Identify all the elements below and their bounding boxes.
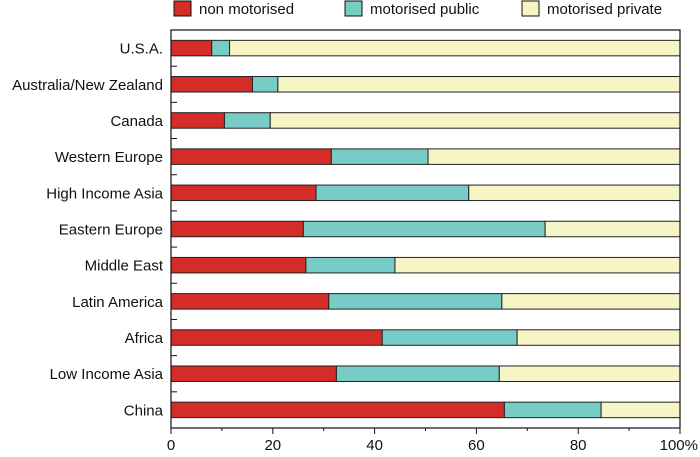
bar-low-income-asia-motorised-public bbox=[335, 365, 500, 382]
category-label-low-income-asia: Low Income Asia bbox=[50, 366, 164, 383]
x-tick-label: 0 bbox=[167, 437, 175, 452]
category-label-high-income-asia: High Income Asia bbox=[46, 185, 163, 202]
legend-label-motorised-public: motorised public bbox=[370, 1, 480, 18]
category-label-canada: Canada bbox=[110, 113, 163, 130]
bar-latin-america-non-motorised bbox=[170, 293, 330, 310]
bar-canada-motorised-private bbox=[269, 112, 681, 129]
bar-middle-east-non-motorised bbox=[170, 256, 307, 274]
category-label-u-s-a: U.S.A. bbox=[120, 41, 163, 58]
category-label-western-europe: Western Europe bbox=[55, 149, 163, 166]
bar-u-s-a-motorised-public bbox=[211, 39, 231, 57]
bars bbox=[170, 39, 681, 419]
legend-swatch-motorised-private bbox=[521, 0, 540, 17]
category-label-africa: Africa bbox=[125, 330, 164, 347]
legend-swatch-motorised-public bbox=[344, 0, 363, 17]
category-label-australia-new-zealand: Australia/New Zealand bbox=[12, 77, 163, 94]
bar-africa-motorised-private bbox=[516, 329, 681, 346]
category-label-china: China bbox=[124, 402, 164, 419]
bar-u-s-a-non-motorised bbox=[170, 39, 213, 57]
bar-western-europe-non-motorised bbox=[170, 148, 332, 165]
bar-china-non-motorised bbox=[170, 401, 505, 419]
x-tick-label: 60 bbox=[468, 437, 485, 452]
legend-swatch-non-motorised bbox=[173, 0, 192, 17]
bar-high-income-asia-motorised-private bbox=[468, 184, 681, 202]
bar-middle-east-motorised-private bbox=[394, 256, 681, 274]
bar-canada-motorised-public bbox=[223, 112, 271, 129]
bar-australia-new-zealand-motorised-private bbox=[277, 76, 681, 93]
bar-u-s-a-motorised-private bbox=[229, 39, 681, 57]
bar-western-europe-motorised-public bbox=[330, 148, 429, 165]
bar-australia-new-zealand-non-motorised bbox=[170, 76, 253, 93]
category-label-latin-america: Latin America bbox=[72, 294, 164, 311]
bar-western-europe-motorised-private bbox=[427, 148, 681, 165]
category-label-middle-east: Middle East bbox=[85, 258, 164, 275]
x-tick-label: 80 bbox=[570, 437, 587, 452]
x-tick-label: 40 bbox=[366, 437, 383, 452]
bar-australia-new-zealand-motorised-public bbox=[251, 76, 279, 93]
bar-eastern-europe-motorised-public bbox=[302, 220, 546, 238]
bar-africa-motorised-public bbox=[381, 329, 518, 346]
bar-latin-america-motorised-private bbox=[501, 293, 681, 310]
bar-canada-non-motorised bbox=[170, 112, 225, 129]
bar-china-motorised-public bbox=[503, 401, 602, 419]
bar-high-income-asia-non-motorised bbox=[170, 184, 317, 202]
legend-label-motorised-private: motorised private bbox=[547, 1, 662, 18]
bar-china-motorised-private bbox=[600, 401, 681, 419]
x-tick-label: 100% bbox=[660, 437, 698, 452]
bar-low-income-asia-motorised-private bbox=[498, 365, 681, 382]
x-tick-label: 20 bbox=[264, 437, 281, 452]
category-label-eastern-europe: Eastern Europe bbox=[59, 222, 163, 239]
legend-label-non-motorised: non motorised bbox=[199, 1, 294, 18]
bar-eastern-europe-non-motorised bbox=[170, 220, 304, 238]
bar-high-income-asia-motorised-public bbox=[315, 184, 470, 202]
bar-latin-america-motorised-public bbox=[328, 293, 503, 310]
bar-africa-non-motorised bbox=[170, 329, 383, 346]
axes: 0 20 40 60 80 100% bbox=[167, 29, 698, 454]
category-labels: U.S.A. Australia/New Zealand Canada Western… bbox=[12, 41, 164, 420]
legend: non motorised motorised public motorised p… bbox=[173, 0, 662, 18]
bar-low-income-asia-non-motorised bbox=[170, 365, 337, 382]
bar-middle-east-motorised-public bbox=[305, 256, 396, 274]
bar-eastern-europe-motorised-private bbox=[544, 220, 681, 238]
